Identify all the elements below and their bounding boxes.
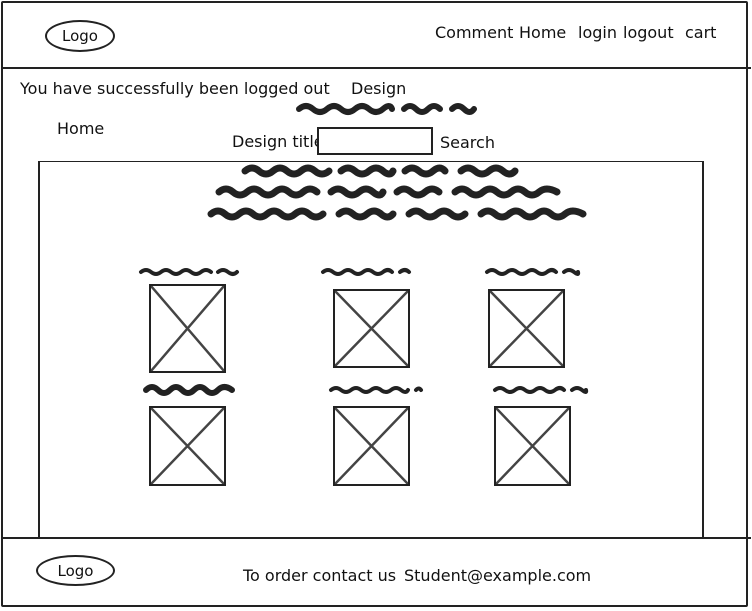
gallery-item-6-image[interactable] <box>494 406 571 486</box>
nav-cart[interactable]: cart <box>685 23 717 42</box>
design-title-input[interactable] <box>317 127 433 155</box>
design-gallery-panel <box>38 161 704 537</box>
gallery-item-5-caption <box>329 386 423 394</box>
nav-comment[interactable]: Comment <box>435 23 514 42</box>
image-placeholder-icon <box>490 291 563 366</box>
logout-status-message: You have successfully been logged out <box>20 79 330 98</box>
nav-login[interactable]: login <box>578 23 617 42</box>
subtitle-placeholder-text <box>296 103 477 115</box>
image-placeholder-icon <box>151 408 224 484</box>
image-placeholder-icon <box>335 408 408 484</box>
gallery-item-6-caption <box>493 386 589 394</box>
search-button[interactable]: Search <box>440 133 495 152</box>
footer-divider <box>1 537 751 539</box>
gallery-item-2-image[interactable] <box>333 289 410 368</box>
gallery-item-4-caption <box>143 384 235 396</box>
nav-logout[interactable]: logout <box>623 23 674 42</box>
footer-contact-text: To order contact us <box>243 566 397 585</box>
gallery-item-1-image[interactable] <box>149 284 226 373</box>
nav-home[interactable]: Home <box>519 23 567 42</box>
page-title: Design <box>351 79 407 98</box>
gallery-item-3-image[interactable] <box>488 289 565 368</box>
header-divider <box>1 67 751 69</box>
image-placeholder-icon <box>151 286 224 371</box>
home-link[interactable]: Home <box>57 119 105 138</box>
search-label: Design title <box>232 132 324 151</box>
footer-logo-label: Logo <box>57 561 94 580</box>
footer-contact-email[interactable]: Student@example.com <box>404 566 592 585</box>
gallery-item-2-caption <box>321 268 411 276</box>
image-placeholder-icon <box>496 408 569 484</box>
header-logo-label: Logo <box>62 27 98 45</box>
gallery-item-5-image[interactable] <box>333 406 410 486</box>
footer-logo[interactable]: Logo <box>36 555 115 586</box>
header-logo[interactable]: Logo <box>45 20 115 52</box>
gallery-item-3-caption <box>485 268 581 276</box>
gallery-item-4-image[interactable] <box>149 406 226 486</box>
image-placeholder-icon <box>335 291 408 366</box>
gallery-item-1-caption <box>139 268 239 276</box>
description-placeholder-text <box>207 164 587 221</box>
